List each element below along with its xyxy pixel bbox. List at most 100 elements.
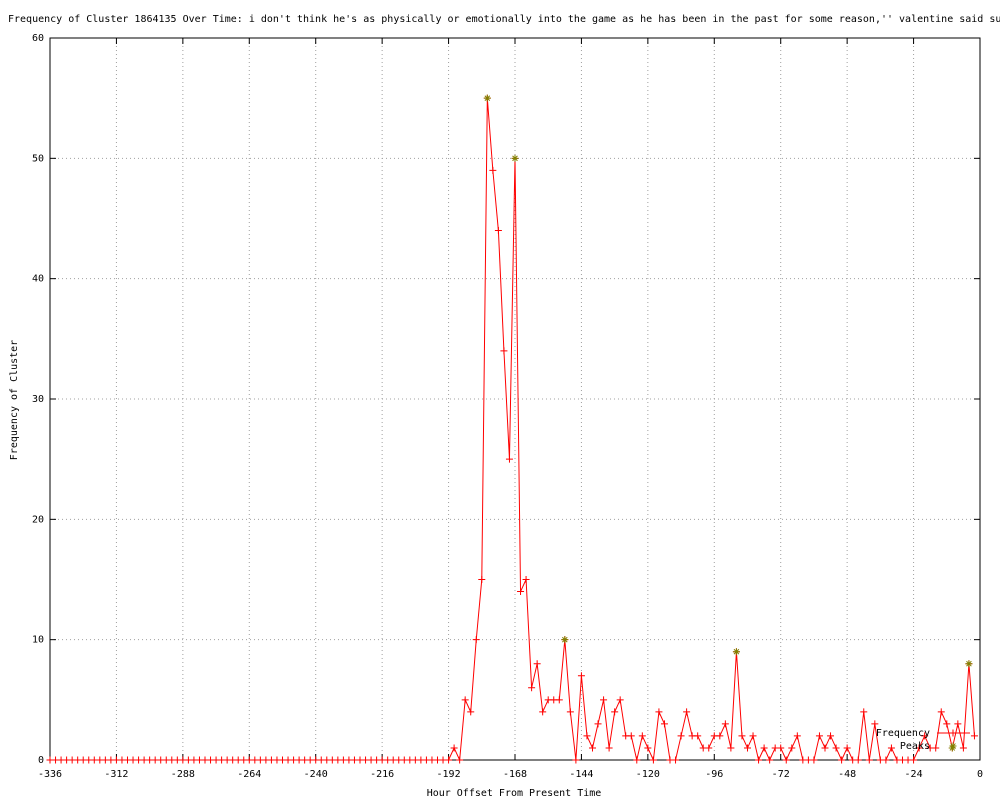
- point-marker: [716, 732, 724, 740]
- point-marker: [970, 732, 978, 740]
- point-marker: [594, 720, 602, 728]
- x-tick-label: -24: [905, 769, 923, 780]
- x-tick-label: 0: [977, 769, 983, 780]
- x-tick-label: -240: [304, 769, 328, 780]
- point-marker: [616, 696, 624, 704]
- point-marker: [611, 708, 619, 716]
- point-marker: [572, 756, 580, 764]
- point-marker: [489, 166, 497, 174]
- point-marker: [517, 588, 525, 596]
- point-marker: [760, 744, 768, 752]
- point-marker: [860, 708, 868, 716]
- point-marker: [932, 744, 940, 752]
- point-marker: [959, 744, 967, 752]
- x-axis-label: Hour Offset From Present Time: [427, 788, 602, 799]
- point-marker: [456, 756, 464, 764]
- point-marker: [694, 732, 702, 740]
- point-marker: [766, 756, 774, 764]
- x-tick-label: -216: [370, 769, 394, 780]
- point-marker: [677, 732, 685, 740]
- chart-title: Frequency of Cluster 1864135 Over Time: …: [8, 14, 1000, 25]
- legend-marker: [949, 742, 957, 750]
- y-tick-label: 30: [32, 394, 44, 405]
- x-tick-label: -312: [104, 769, 128, 780]
- point-marker: [865, 756, 873, 764]
- y-tick-label: 50: [32, 153, 44, 164]
- y-tick-label: 10: [32, 635, 44, 646]
- legend-marker: [949, 729, 957, 737]
- point-marker: [777, 744, 785, 752]
- x-tick-label: -48: [838, 769, 856, 780]
- x-tick-label: -168: [503, 769, 527, 780]
- point-marker: [815, 732, 823, 740]
- peak-marker: [561, 636, 569, 644]
- point-marker: [600, 696, 608, 704]
- point-marker: [788, 744, 796, 752]
- point-marker: [500, 347, 508, 355]
- point-marker: [887, 744, 895, 752]
- point-marker: [810, 756, 818, 764]
- y-tick-label: 60: [32, 33, 44, 44]
- point-marker: [566, 708, 574, 716]
- point-marker: [627, 732, 635, 740]
- point-marker: [461, 696, 469, 704]
- point-marker: [749, 732, 757, 740]
- point-marker: [533, 660, 541, 668]
- point-marker: [660, 720, 668, 728]
- point-marker: [638, 732, 646, 740]
- point-marker: [683, 708, 691, 716]
- point-marker: [727, 744, 735, 752]
- point-marker: [528, 684, 536, 692]
- point-marker: [832, 744, 840, 752]
- point-marker: [494, 227, 502, 235]
- point-marker: [782, 756, 790, 764]
- point-marker: [644, 744, 652, 752]
- point-marker: [793, 732, 801, 740]
- point-marker: [539, 708, 547, 716]
- y-tick-label: 20: [32, 514, 44, 525]
- point-marker: [915, 744, 923, 752]
- x-tick-label: -72: [772, 769, 790, 780]
- point-marker: [937, 708, 945, 716]
- point-marker: [705, 744, 713, 752]
- point-marker: [921, 732, 929, 740]
- point-marker: [954, 720, 962, 728]
- peak-marker: [965, 660, 973, 668]
- x-tick-label: -192: [437, 769, 461, 780]
- legend-label: Peaks: [900, 741, 930, 752]
- point-marker: [472, 636, 480, 644]
- point-marker: [871, 720, 879, 728]
- plot-frame: [49, 37, 981, 761]
- point-marker: [854, 756, 862, 764]
- legend-label: Frequency: [876, 728, 930, 739]
- point-marker: [827, 732, 835, 740]
- point-marker: [755, 756, 763, 764]
- point-marker: [522, 576, 530, 583]
- x-tick-label: -144: [569, 769, 593, 780]
- x-tick-label: -120: [636, 769, 660, 780]
- point-marker: [633, 756, 641, 764]
- x-tick-label: -96: [705, 769, 723, 780]
- point-marker: [450, 744, 458, 752]
- peak-marker: [948, 744, 956, 752]
- point-marker: [655, 708, 663, 716]
- x-tick-label: -264: [237, 769, 261, 780]
- point-marker: [744, 744, 751, 752]
- point-marker: [577, 672, 585, 680]
- point-marker: [838, 756, 846, 764]
- point-marker: [738, 732, 746, 740]
- x-tick-label: -288: [171, 769, 195, 780]
- point-marker: [672, 756, 680, 764]
- x-tick-label: -336: [38, 769, 62, 780]
- point-marker: [555, 696, 563, 704]
- point-marker: [910, 756, 918, 764]
- point-marker: [943, 720, 951, 728]
- point-marker: [445, 756, 453, 764]
- point-marker: [478, 576, 486, 583]
- point-marker: [505, 455, 513, 463]
- point-marker: [649, 756, 657, 764]
- point-marker: [721, 720, 729, 728]
- point-marker: [589, 744, 596, 752]
